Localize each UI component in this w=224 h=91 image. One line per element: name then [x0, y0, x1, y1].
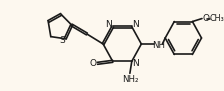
Text: N: N: [106, 20, 112, 29]
Text: NH₂: NH₂: [122, 75, 138, 84]
Text: NH: NH: [152, 40, 165, 50]
Text: CH₃: CH₃: [210, 14, 224, 23]
Text: N: N: [132, 59, 139, 68]
Text: S: S: [60, 36, 65, 45]
Text: O: O: [202, 14, 209, 23]
Text: O: O: [89, 59, 96, 68]
Text: N: N: [132, 20, 139, 29]
